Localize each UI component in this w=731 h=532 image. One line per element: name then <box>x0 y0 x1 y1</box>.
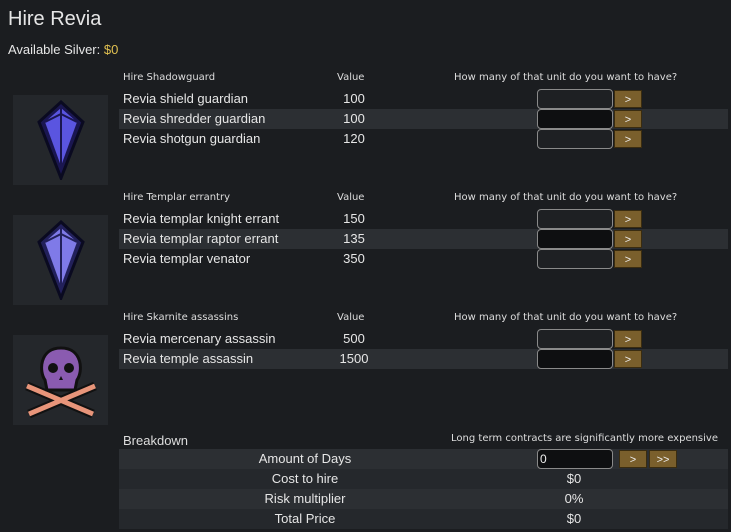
days-row: Amount of Days >>> <box>119 449 728 469</box>
breakdown-section: Breakdown Long term contracts are signifi… <box>119 429 728 529</box>
available-silver: Available Silver: $0 <box>8 42 118 57</box>
quantity-input[interactable] <box>537 329 613 349</box>
increment-button[interactable]: > <box>614 250 642 268</box>
unit-row: Revia temple assassin 1500 > <box>119 349 728 369</box>
quantity-input[interactable] <box>537 209 613 229</box>
increment-button[interactable]: > <box>614 350 642 368</box>
section-header: Hire Templar errantry <box>123 192 230 203</box>
quantity-input[interactable] <box>537 249 613 269</box>
increment-button[interactable]: > <box>614 110 642 128</box>
breakdown-row: Risk multiplier 0% <box>119 489 728 509</box>
quantity-question: How many of that unit do you want to hav… <box>454 192 678 203</box>
quantity-question: How many of that unit do you want to hav… <box>454 312 678 323</box>
quantity-input[interactable] <box>537 129 613 149</box>
section-header: Hire Skarnite assassins <box>123 312 239 323</box>
breakdown-value: $0 <box>566 471 582 486</box>
silver-value: $0 <box>103 42 119 57</box>
unit-name: Revia mercenary assassin <box>123 331 276 346</box>
blue-crystal-icon <box>13 95 108 185</box>
quantity-input[interactable] <box>537 89 613 109</box>
unit-name: Revia shield guardian <box>123 91 249 106</box>
breakdown-value: 0% <box>564 491 584 506</box>
increment-button[interactable]: > <box>614 90 642 108</box>
value-header: Value <box>337 312 365 323</box>
unit-value: 150 <box>343 211 365 226</box>
fast-increment-days-button[interactable]: >> <box>649 450 677 468</box>
unit-row: Revia shield guardian 100 > <box>119 89 728 109</box>
unit-value: 135 <box>343 231 365 246</box>
unit-name: Revia temple assassin <box>123 351 254 366</box>
section-skarnite: Hire Skarnite assassins Value How many of … <box>119 307 728 369</box>
unit-row: Revia shotgun guardian 120 > <box>119 129 728 149</box>
quantity-input[interactable] <box>537 349 613 369</box>
increment-button[interactable]: > <box>614 230 642 248</box>
unit-row: Revia templar venator 350 > <box>119 249 728 269</box>
breakdown-header: Breakdown <box>123 433 189 448</box>
unit-value: 500 <box>343 331 365 346</box>
days-input[interactable] <box>537 449 613 469</box>
unit-name: Revia shotgun guardian <box>123 131 261 146</box>
value-header: Value <box>337 72 365 83</box>
quantity-question: How many of that unit do you want to hav… <box>454 72 678 83</box>
breakdown-row: Cost to hire $0 <box>119 469 728 489</box>
breakdown-label: Total Price <box>274 511 336 526</box>
increment-button[interactable]: > <box>614 130 642 148</box>
unit-name: Revia shredder guardian <box>123 111 266 126</box>
unit-value: 120 <box>343 131 365 146</box>
quantity-input[interactable] <box>537 109 613 129</box>
unit-row: Revia shredder guardian 100 > <box>119 109 728 129</box>
increment-button[interactable]: > <box>614 330 642 348</box>
unit-row: Revia templar knight errant 150 > <box>119 209 728 229</box>
breakdown-label: Cost to hire <box>271 471 339 486</box>
unit-value: 1500 <box>339 351 369 366</box>
value-header: Value <box>337 192 365 203</box>
unit-value: 350 <box>343 251 365 266</box>
section-header: Hire Shadowguard <box>123 72 216 83</box>
increment-button[interactable]: > <box>614 210 642 228</box>
breakdown-value: $0 <box>566 511 582 526</box>
breakdown-row: Total Price $0 <box>119 509 728 529</box>
silver-label: Available Silver: <box>8 42 101 57</box>
unit-name: Revia templar venator <box>123 251 251 266</box>
unit-value: 100 <box>343 91 365 106</box>
unit-name: Revia templar raptor errant <box>123 231 279 246</box>
section-shadowguard: Hire Shadowguard Value How many of that un… <box>119 67 728 149</box>
page-title: Hire Revia <box>8 8 102 30</box>
increment-days-button[interactable]: > <box>619 450 647 468</box>
unit-name: Revia templar knight errant <box>123 211 280 226</box>
skull-crossed-swords-icon <box>13 335 108 425</box>
days-label: Amount of Days <box>258 451 352 466</box>
section-templar: Hire Templar errantry Value How many of th… <box>119 187 728 269</box>
unit-value: 100 <box>343 111 365 126</box>
quantity-input[interactable] <box>537 229 613 249</box>
light-blue-crystal-icon <box>13 215 108 305</box>
breakdown-label: Risk multiplier <box>264 491 346 506</box>
unit-row: Revia mercenary assassin 500 > <box>119 329 728 349</box>
breakdown-note: Long term contracts are significantly mo… <box>451 433 718 444</box>
unit-row: Revia templar raptor errant 135 > <box>119 229 728 249</box>
